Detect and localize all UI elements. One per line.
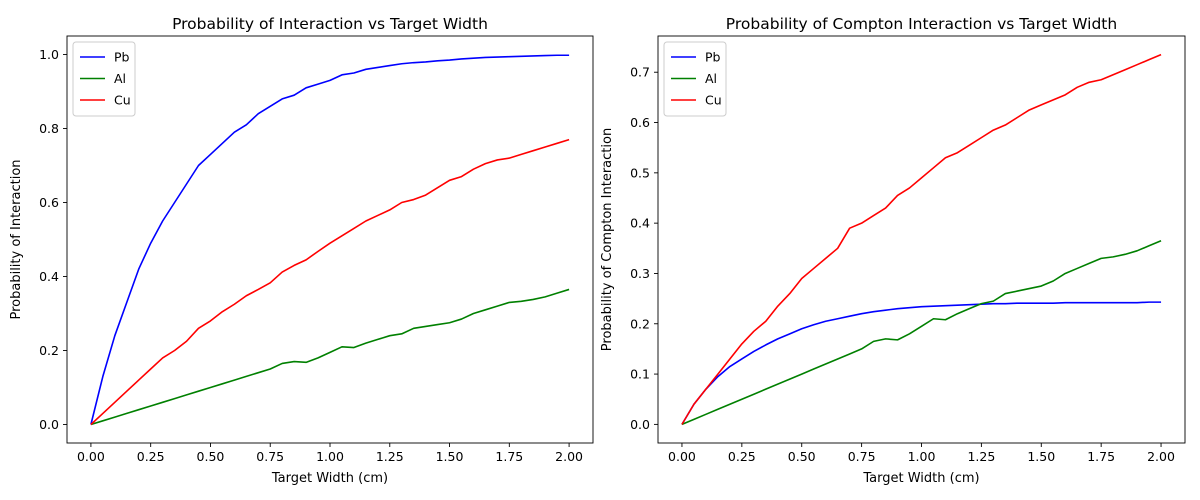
x-tick-label: 1.00	[316, 449, 344, 464]
y-tick-label: 0.5	[630, 165, 650, 180]
x-tick-label: 1.75	[495, 449, 523, 464]
chart-title: Probability of Interaction vs Target Wid…	[172, 15, 488, 33]
series-line-cu	[681, 53, 1162, 425]
x-tick-label: 1.25	[376, 449, 404, 464]
y-tick-label: 0.4	[39, 269, 59, 284]
x-tick-label: 2.00	[1147, 449, 1175, 464]
legend-label-pb: Pb	[114, 50, 130, 65]
series-line-pb	[681, 301, 1162, 425]
x-tick-label: 0.50	[788, 449, 816, 464]
chart-title: Probability of Compton Interaction vs Ta…	[726, 15, 1117, 33]
y-tick-label: 0.6	[39, 195, 59, 210]
series-line-cu	[90, 138, 570, 426]
legend: Pb Al Cu	[663, 41, 727, 117]
x-tick-label: 0.75	[256, 449, 284, 464]
y-tick-label: 0.7	[630, 65, 650, 80]
y-tick-label: 0.8	[39, 121, 59, 136]
y-tick-label: 0.2	[630, 316, 650, 331]
y-tick-label: 0.0	[630, 417, 650, 432]
x-tick-label: 1.00	[908, 449, 936, 464]
y-tick-label: 0.6	[630, 115, 650, 130]
y-axis-label: Probability of Interaction	[9, 159, 24, 319]
y-tick-label: 0.3	[630, 266, 650, 281]
x-tick-label: 0.25	[728, 449, 756, 464]
chart-interaction-probability: Probability of Interaction vs Target Wid…	[9, 15, 594, 486]
x-axis-label: Target Width (cm)	[271, 471, 388, 486]
y-tick-label: 1.0	[39, 47, 59, 62]
x-tick-label: 0.25	[137, 449, 165, 464]
legend-label-cu: Cu	[114, 93, 131, 108]
legend-label-al: Al	[114, 71, 126, 86]
x-tick-label: 0.75	[848, 449, 876, 464]
y-axis-label: Probability of Compton Interaction	[600, 128, 615, 351]
y-tick-label: 0.0	[39, 417, 59, 432]
x-tick-label: 0.50	[197, 449, 225, 464]
y-tick-label: 0.2	[39, 343, 59, 358]
legend-label-cu: Cu	[705, 93, 722, 108]
legend: Pb Al Cu	[72, 41, 136, 117]
x-tick-label: 0.00	[77, 449, 105, 464]
x-tick-label: 0.00	[668, 449, 696, 464]
series-line-al	[90, 288, 570, 426]
x-axis-label: Target Width (cm)	[862, 471, 979, 486]
legend-label-pb: Pb	[705, 50, 721, 65]
legend-label-al: Al	[705, 71, 717, 86]
x-tick-label: 1.50	[1027, 449, 1055, 464]
series-line-pb	[90, 54, 570, 425]
x-tick-label: 1.75	[1087, 449, 1115, 464]
chart-compton-probability: Probability of Compton Interaction vs Ta…	[600, 15, 1186, 486]
series-line-al	[681, 240, 1162, 426]
x-tick-label: 2.00	[555, 449, 583, 464]
x-tick-label: 1.25	[967, 449, 995, 464]
y-tick-label: 0.4	[630, 216, 650, 231]
x-tick-label: 1.50	[436, 449, 464, 464]
y-tick-label: 0.1	[630, 367, 650, 382]
